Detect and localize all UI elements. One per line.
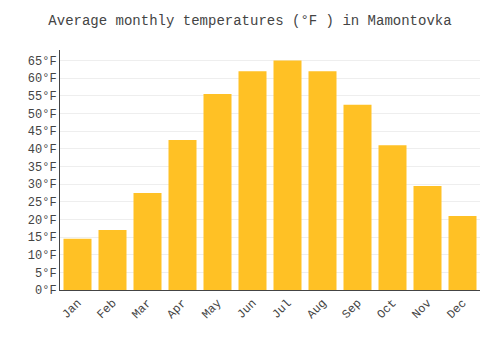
svg-text:Apr: Apr <box>164 297 189 322</box>
svg-text:30°F: 30°F <box>28 178 57 192</box>
svg-text:Sep: Sep <box>339 297 364 322</box>
svg-text:Mar: Mar <box>129 297 154 322</box>
svg-text:Dec: Dec <box>444 297 469 322</box>
svg-text:60°F: 60°F <box>28 72 57 86</box>
svg-text:55°F: 55°F <box>28 90 57 104</box>
svg-text:Feb: Feb <box>94 297 119 322</box>
svg-text:25°F: 25°F <box>28 196 57 210</box>
svg-text:Jul: Jul <box>269 297 294 322</box>
svg-text:40°F: 40°F <box>28 143 57 157</box>
svg-text:Jun: Jun <box>234 297 259 322</box>
svg-text:35°F: 35°F <box>28 161 57 175</box>
svg-text:Nov: Nov <box>409 297 434 322</box>
svg-text:20°F: 20°F <box>28 214 57 228</box>
svg-text:Oct: Oct <box>374 297 399 322</box>
svg-text:10°F: 10°F <box>28 249 57 263</box>
svg-text:65°F: 65°F <box>28 55 57 69</box>
svg-text:Jan: Jan <box>59 297 84 322</box>
svg-text:5°F: 5°F <box>35 267 57 281</box>
svg-text:50°F: 50°F <box>28 108 57 122</box>
svg-text:Average monthly temperatures (: Average monthly temperatures (°F ) in Ma… <box>48 13 451 29</box>
svg-text:May: May <box>199 297 224 322</box>
svg-text:0°F: 0°F <box>35 284 57 298</box>
svg-text:Aug: Aug <box>304 297 329 322</box>
svg-text:15°F: 15°F <box>28 231 57 245</box>
svg-text:45°F: 45°F <box>28 125 57 139</box>
